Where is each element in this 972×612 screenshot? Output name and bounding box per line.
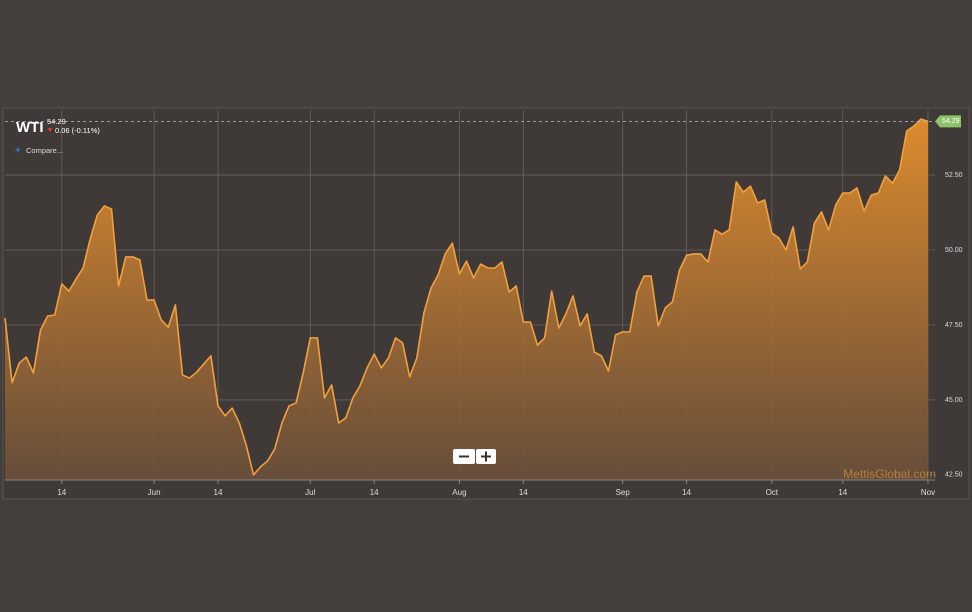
compare-button[interactable]: + Compare... — [15, 146, 63, 157]
chart-title: WTI — [16, 119, 44, 136]
y-tick-label: 45.00 — [945, 397, 963, 404]
zoom-out-icon — [459, 455, 469, 458]
y-tick-label: 42.50 — [945, 472, 963, 479]
y-tick-label: 52.50 — [945, 172, 963, 179]
x-tick-label: Aug — [452, 488, 466, 497]
x-tick-label: Sep — [616, 488, 631, 497]
price-change: 0.06 (-0.11%) — [55, 126, 100, 135]
last-value-label: 54.29 — [942, 118, 960, 125]
last-price: 54.29 — [47, 117, 66, 126]
x-tick-label: 14 — [519, 488, 528, 497]
zoom-out-button[interactable] — [453, 449, 475, 464]
x-tick-label: Oct — [766, 488, 779, 497]
y-tick-label: 47.50 — [945, 322, 963, 329]
y-tick-label: 50.00 — [945, 247, 963, 254]
x-tick-label: 14 — [57, 488, 66, 497]
last-value-box — [935, 115, 961, 128]
zoom-in-button[interactable] — [476, 449, 496, 464]
x-tick-label: Jun — [148, 488, 161, 497]
down-arrow — [47, 128, 53, 132]
zoom-in-icon-v — [485, 451, 487, 462]
axes: 42.50 45.00 47.50 50.00 52.50 14 Jun 14 Jul 14 Aug… — [5, 115, 963, 497]
x-tick-label: Nov — [921, 488, 935, 497]
x-tick-label: 14 — [370, 488, 379, 497]
compare-label: Compare... — [26, 146, 63, 155]
plot — [4, 118, 935, 480]
compare-icon: + — [15, 146, 21, 157]
x-tick-label: 14 — [214, 488, 223, 497]
watermark: MettisGlobal.com — [843, 467, 936, 481]
area-fill — [5, 119, 928, 480]
x-tick-label: 14 — [682, 488, 691, 497]
price-line — [4, 118, 929, 476]
x-tick-label: Jul — [305, 488, 315, 497]
x-tick-label: 14 — [838, 488, 847, 497]
